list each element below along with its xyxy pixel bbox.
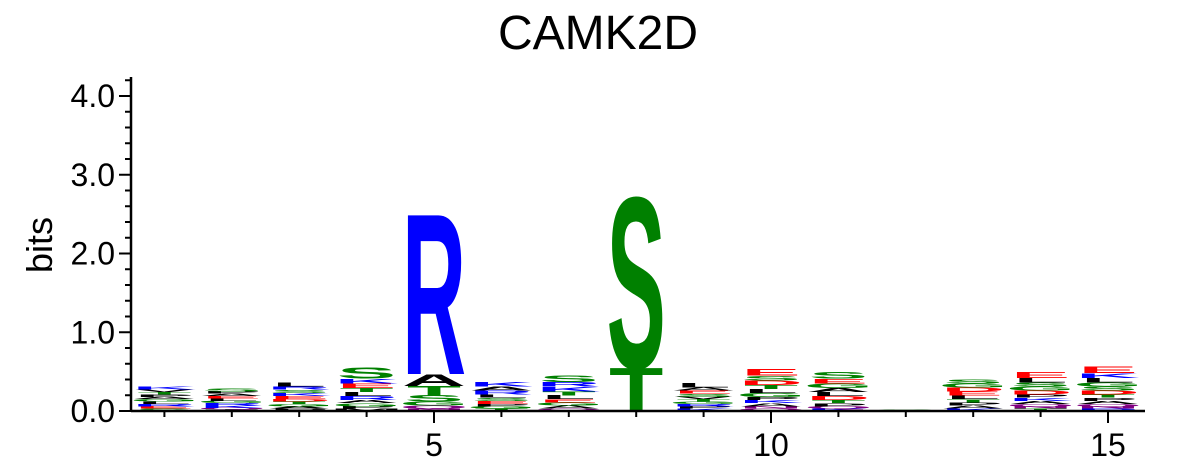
logo-letter-s: S (809, 371, 868, 381)
logo-letter-e: E (1078, 365, 1137, 375)
logo-letter-e: E (1011, 371, 1070, 380)
y-tick-label: 2.0 (71, 236, 115, 272)
logo-letter-l: L (272, 382, 326, 388)
logo-letter-s: S (337, 365, 396, 383)
y-axis-label: bits (19, 217, 60, 273)
x-tick-label: 10 (753, 427, 789, 463)
logo-letter-e: E (741, 368, 800, 378)
y-tick-label: 3.0 (71, 157, 115, 193)
logo-letters: SERLGAPTVKTQKRGLEAPSPAGTDEKSRLMPGARLTEKS… (130, 147, 1143, 425)
logo-letter-r: R (402, 167, 466, 424)
x-tick-label: 5 (425, 427, 443, 463)
logo-letter-s: S (202, 387, 261, 392)
logo-letter-s: S (944, 378, 1003, 384)
logo-letter-l: L (677, 381, 731, 389)
y-tick-label: 0.0 (71, 393, 115, 429)
logo-letter-s: S (607, 147, 666, 421)
y-tick-label: 1.0 (71, 314, 115, 350)
x-tick-label: 15 (1090, 427, 1126, 463)
y-tick-label: 4.0 (71, 78, 115, 114)
logo-letter-s: S (539, 374, 598, 384)
logo-letter-k: K (132, 386, 196, 391)
logo-letter-k: K (469, 381, 533, 389)
